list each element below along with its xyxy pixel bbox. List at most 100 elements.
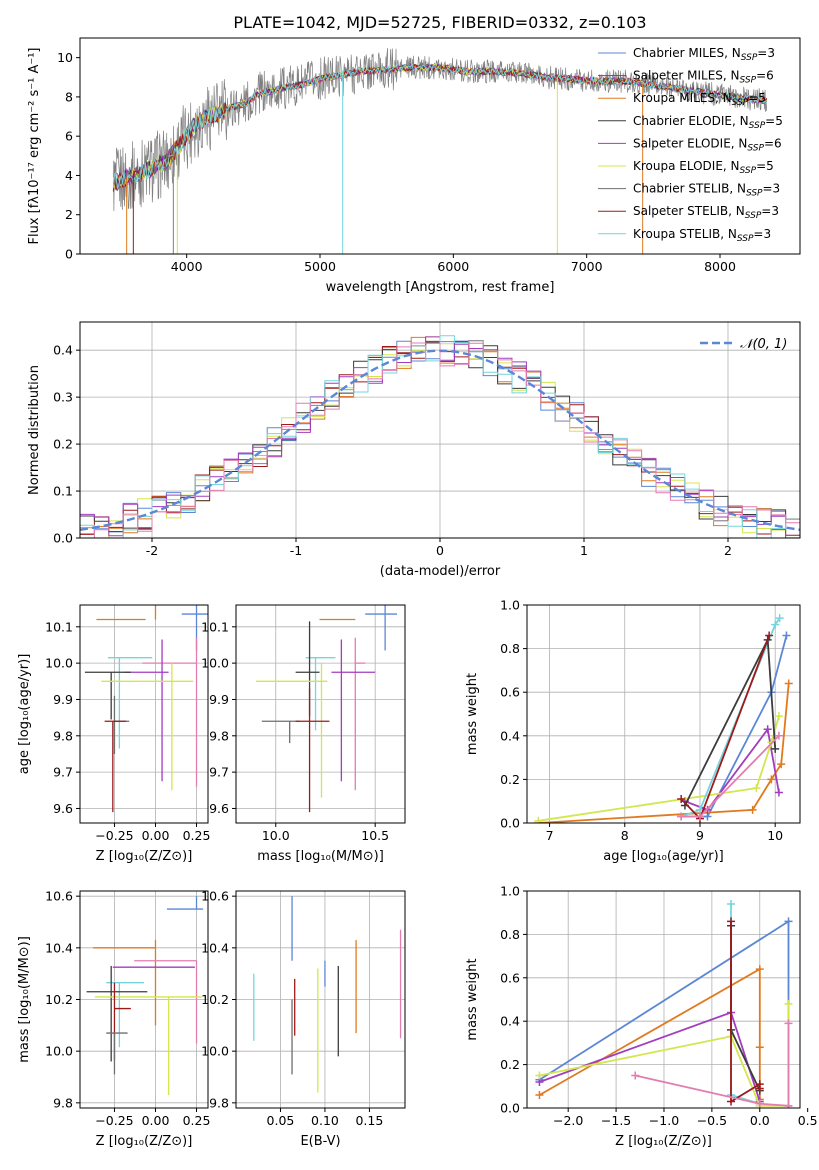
mass-weight-marker [784, 999, 793, 1008]
errorbar-point [255, 663, 328, 798]
y-tick-label: 10.4 [201, 940, 229, 955]
x-tick-label: 0.25 [183, 1113, 211, 1128]
y-tick-label: 9.6 [209, 801, 229, 816]
plot-area [236, 891, 405, 1108]
x-tick-label: 9 [696, 828, 704, 843]
errorbar-point [86, 965, 148, 1062]
x-axis-label: age [log₁₀(age/yr)] [603, 849, 724, 864]
x-tick-label: 7 [546, 828, 554, 843]
legend-label: Chabrier MILES, NSSP=3 [633, 46, 775, 63]
x-tick-label: 0.15 [355, 1113, 383, 1128]
mass-weight-marker [765, 631, 774, 640]
mass-weight-marker [727, 900, 736, 909]
legend-label-text: Chabrier STELIB, N [633, 182, 746, 196]
legend-label-sub: SSP [749, 121, 766, 131]
x-axis-label: mass [log₁₀(M/M⊙)] [257, 849, 384, 864]
mass-weight-marker [677, 795, 686, 804]
mass-weight-marker [695, 812, 704, 821]
mass-weight-marker [771, 620, 780, 629]
mass-weight-marker [771, 744, 780, 753]
axes-frame [79, 37, 801, 255]
legend-label: Kroupa ELODIE, NSSP=5 [633, 159, 774, 176]
legend-label: 𝒩(0, 1) [740, 337, 787, 352]
x-tick-label: 0.05 [267, 1113, 295, 1128]
legend-label-sub: SSP [747, 143, 764, 153]
y-tick-label: 4 [65, 168, 73, 183]
y-tick-label: 0.1 [53, 484, 73, 499]
y-axis-label: mass weight [465, 673, 480, 755]
legend-label-tail: =6 [756, 69, 774, 83]
x-tick-label: 8 [621, 828, 629, 843]
mass-weight-marker [727, 917, 736, 926]
y-tick-label: 10.1 [45, 619, 73, 634]
legend-label-sub: SSP [740, 166, 757, 176]
legend-label: Chabrier STELIB, NSSP=3 [633, 182, 780, 199]
legend-label-tail: =5 [748, 91, 766, 105]
legend-label-tail: =5 [765, 114, 783, 128]
mass-weight-marker [774, 731, 783, 740]
y-tick-label: 10.0 [45, 656, 73, 671]
legend-label-tail: =6 [764, 136, 782, 150]
x-tick-label: 0.00 [142, 1113, 170, 1128]
mass-weight-marker [763, 725, 772, 734]
legend-label: Salpeter MILES, NSSP=6 [633, 69, 774, 86]
mass-weight-marker [755, 965, 764, 974]
x-axis-label: (data-model)/error [380, 564, 501, 579]
x-tick-label: −0.5 [697, 1113, 727, 1128]
y-tick-label: 0.6 [500, 685, 520, 700]
y-tick-label: 9.7 [53, 765, 73, 780]
y-tick-label: 0.4 [500, 728, 520, 743]
legend-label: Kroupa STELIB, NSSP=3 [633, 227, 771, 244]
y-tick-label: 9.9 [53, 692, 73, 707]
legend-label-text: Chabrier MILES, N [633, 46, 741, 60]
mass-weight-marker [755, 1084, 764, 1093]
x-axis-label: E(B-V) [300, 1134, 340, 1149]
x-axis-label: Z [log₁₀(Z/Z⊙)] [96, 1134, 193, 1149]
x-axis-label: Z [log₁₀(Z/Z⊙)] [615, 1134, 712, 1149]
plot-area [80, 891, 208, 1108]
errorbar-point [106, 1032, 128, 1075]
legend-label-text: Kroupa MILES, N [633, 91, 732, 105]
y-tick-label: 1.0 [500, 884, 520, 899]
x-tick-label: -1 [290, 543, 302, 558]
axes-frame [235, 604, 406, 824]
errorbar-point [331, 639, 376, 782]
x-tick-label: 0.00 [142, 828, 170, 843]
y-tick-label: 9.8 [209, 1095, 229, 1110]
legend-label-tail: =3 [761, 204, 779, 218]
errorbar-point [295, 688, 330, 813]
mass-weight-marker [535, 1090, 544, 1099]
y-tick-label: 10.0 [45, 1044, 73, 1059]
errorbar-point [104, 720, 126, 813]
x-tick-label: 8000 [704, 259, 736, 274]
y-tick-label: 9.7 [209, 765, 229, 780]
y-tick-label: 9.8 [209, 728, 229, 743]
axes-residuals: -2 -1 0 1 2 0.0 0.1 0.2 0.3 0.4 (data-model)/error… [27, 321, 801, 579]
legend-label-text: Kroupa ELODIE, N [633, 159, 740, 173]
mass-weight-marker [631, 1071, 640, 1080]
x-axis-label: Z [log₁₀(Z/Z⊙)] [96, 849, 193, 864]
legend-label-text: Salpeter MILES, N [633, 69, 740, 83]
legend-label: Chabrier ELODIE, NSSP=5 [633, 114, 783, 131]
errorbar-point [354, 637, 366, 791]
mass-weight-marker [755, 1099, 764, 1108]
x-axis-label: wavelength [Angstrom, rest frame] [326, 280, 555, 295]
y-tick-label: 9.9 [209, 692, 229, 707]
axes-spectrum: 4000 5000 6000 7000 8000 0 2 4 6 8 10 wavelength [A… [27, 37, 801, 295]
y-tick-label: 2 [65, 207, 73, 222]
y-tick-label: 0.2 [500, 1057, 520, 1072]
x-tick-label: 1 [580, 543, 588, 558]
y-axis-label: age [log₁₀(age/yr)] [17, 654, 32, 775]
mass-weight-marker [748, 805, 757, 814]
y-axis-label: Flux [fλ10⁻¹⁷ erg cm⁻² s⁻¹ A⁻¹] [27, 48, 42, 245]
x-tick-label: −0.25 [95, 1113, 133, 1128]
legend: 𝒩(0, 1) [700, 337, 787, 352]
x-tick-label: 0.25 [183, 828, 211, 843]
legend-label-text: Chabrier ELODIE, N [633, 114, 749, 128]
y-axis-label: Normed distribution [27, 365, 42, 495]
mass-weight-marker [535, 1071, 544, 1080]
mass-weight-marker [677, 812, 686, 821]
errorbar-point [261, 720, 300, 744]
errorbar-point [84, 671, 131, 720]
